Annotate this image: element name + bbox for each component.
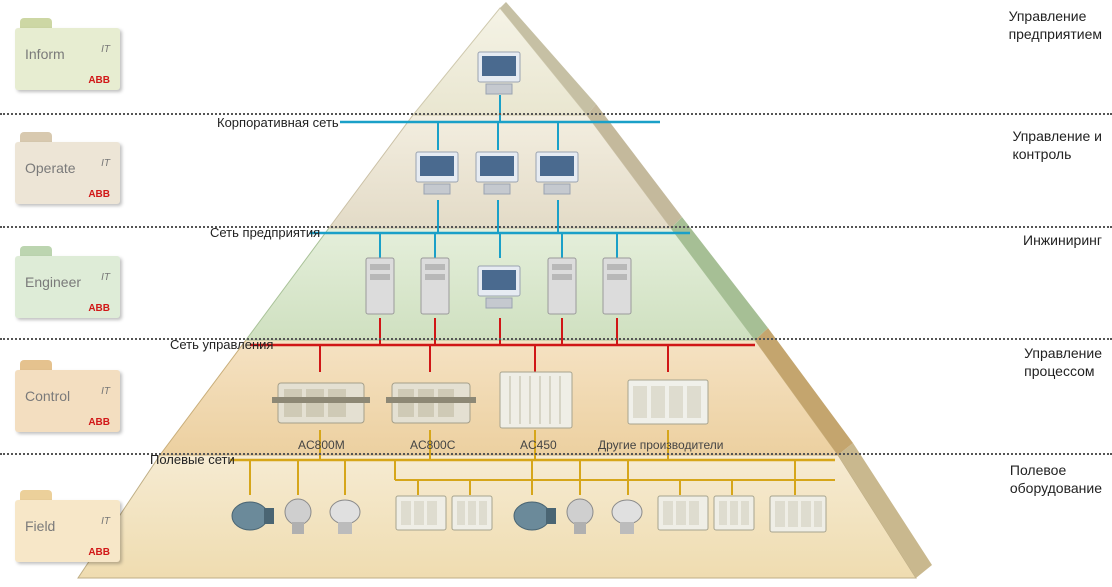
- tower-icon: [548, 258, 576, 314]
- dev-label-ac800m: AC800M: [298, 438, 345, 452]
- folder-title: Inform: [25, 46, 65, 62]
- folder-abb-label: ABB: [88, 189, 110, 200]
- io-block-icon: [396, 496, 446, 530]
- folder-title: Operate: [25, 160, 76, 176]
- folder-it-label: IT: [101, 386, 110, 397]
- right-label-engineer: Инжиниринг: [1023, 232, 1102, 250]
- io-block-icon: [714, 496, 754, 530]
- tower-icon: [603, 258, 631, 314]
- dev-label-others: Другие производители: [598, 438, 724, 452]
- folder-abb-label: ABB: [88, 417, 110, 428]
- right-label-control: Управление процессом: [1024, 345, 1102, 380]
- folder-title: Control: [25, 388, 70, 404]
- folder-it-label: IT: [101, 44, 110, 55]
- folder-it-label: IT: [101, 158, 110, 169]
- controller-rack-icon: [500, 372, 572, 428]
- pyramid-svg: [0, 0, 1112, 587]
- dev-label-ac450: AC450: [520, 438, 557, 452]
- folder-inform: Inform IT ABB: [15, 18, 120, 90]
- tower-icon: [366, 258, 394, 314]
- io-block-icon: [452, 496, 492, 530]
- io-block-icon: [658, 496, 708, 530]
- layer-control: [160, 340, 838, 455]
- folder-abb-label: ABB: [88, 547, 110, 558]
- separator-3: [0, 338, 1112, 340]
- tower-icon: [421, 258, 449, 314]
- folder-title: Engineer: [25, 274, 81, 290]
- folder-abb-label: ABB: [88, 303, 110, 314]
- dev-label-ac800c: AC800C: [410, 438, 455, 452]
- separator-1: [0, 113, 1112, 115]
- right-label-inform: Управление предприятием: [1009, 8, 1102, 43]
- folder-title: Field: [25, 518, 55, 534]
- io-block-icon: [770, 496, 826, 532]
- net-label-enterprise: Сеть предприятия: [210, 225, 320, 240]
- right-label-field: Полевое оборудование: [1010, 462, 1102, 497]
- diagram-canvas: Inform IT ABB Operate IT ABB Engineer IT…: [0, 0, 1112, 587]
- net-label-control: Сеть управления: [170, 337, 273, 352]
- right-label-operate: Управление и контроль: [1012, 128, 1102, 163]
- folder-engineer: Engineer IT ABB: [15, 246, 120, 318]
- folder-control: Control IT ABB: [15, 360, 120, 432]
- separator-2: [0, 226, 1112, 228]
- folder-abb-label: ABB: [88, 75, 110, 86]
- controller-icon: [386, 383, 476, 423]
- net-label-corporate: Корпоративная сеть: [217, 115, 339, 130]
- folder-field: Field IT ABB: [15, 490, 120, 562]
- net-label-field: Полевые сети: [150, 452, 235, 467]
- folder-operate: Operate IT ABB: [15, 132, 120, 204]
- folder-it-label: IT: [101, 272, 110, 283]
- controller-icon: [272, 383, 370, 423]
- controller-modules-icon: [628, 380, 708, 424]
- folder-it-label: IT: [101, 516, 110, 527]
